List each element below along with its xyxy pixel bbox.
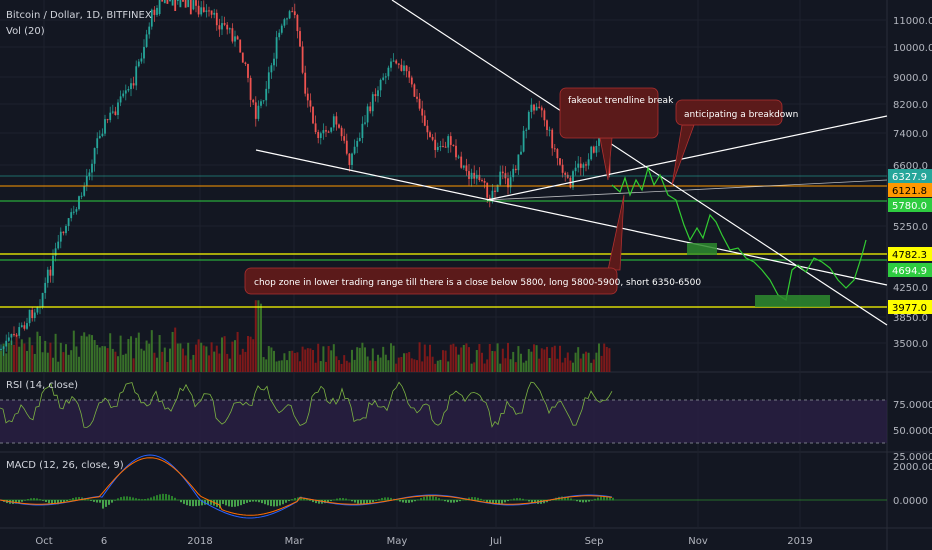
- annotation-chop-zone: chop zone in lower trading range till th…: [244, 194, 701, 295]
- rsi-label: RSI (14, close): [6, 380, 78, 391]
- price-label: 3977.0: [888, 300, 932, 314]
- lower-trendline: [255, 149, 888, 286]
- svg-text:6121.8: 6121.8: [892, 186, 927, 197]
- rsi-line: [0, 381, 613, 428]
- x-tick-label: Mar: [285, 536, 305, 547]
- y-axis: 11000.0 10000.0 9000.0 8200.0 7400.0 6600.0 52…: [893, 16, 932, 350]
- annotation-breakdown-text: anticipating a breakdown: [684, 110, 798, 120]
- x-tick-label: Oct: [35, 536, 52, 547]
- signal-line: [0, 457, 613, 516]
- x-tick-label: 2018: [187, 536, 212, 547]
- rsi-band: [0, 400, 887, 443]
- annotation-chop-zone-text: chop zone in lower trading range till th…: [254, 278, 701, 288]
- rsi-axis: 75.0000 50.0000 25.0000: [893, 400, 932, 463]
- flat-trendline: [486, 179, 888, 201]
- volume-bars: [0, 300, 611, 372]
- y-tick-label: 7400.0: [893, 129, 928, 140]
- price-labels: 6327.9 6121.8 5780.0 4782.3 4694.9 3977.0: [888, 169, 932, 314]
- svg-text:6327.9: 6327.9: [892, 172, 927, 183]
- ascending-trendline: [486, 115, 888, 201]
- target-zone-2: [755, 295, 830, 307]
- x-tick-label: Nov: [688, 536, 708, 547]
- x-axis: Oct 6 2018 Mar May Jul Sep Nov 2019: [35, 536, 812, 547]
- price-label: 5780.0: [888, 198, 932, 212]
- svg-text:4782.3: 4782.3: [892, 250, 927, 261]
- annotation-fakeout-text: fakeout trendline break: [568, 96, 674, 106]
- x-tick-label: May: [387, 536, 408, 547]
- price-label: 4694.9: [888, 263, 932, 277]
- price-label: 6327.9: [888, 169, 932, 183]
- macd-tick-label: 0.0000: [893, 496, 928, 507]
- y-tick-label: 6600.0: [893, 161, 928, 172]
- svg-text:5780.0: 5780.0: [892, 201, 927, 212]
- macd-tick-label: 2000.0000: [893, 462, 932, 473]
- rsi-tick-label: 25.0000: [893, 452, 932, 463]
- rsi-tick-label: 75.0000: [893, 400, 932, 411]
- macd-axis: 2000.0000 0.0000: [893, 462, 932, 507]
- price-label: 4782.3: [888, 247, 932, 261]
- price-label: 6121.8: [888, 183, 932, 197]
- y-tick-label: 11000.0: [893, 16, 932, 27]
- candlesticks: [0, 0, 611, 356]
- y-tick-label: 8200.0: [893, 100, 928, 111]
- x-tick-label: 2019: [787, 536, 812, 547]
- x-tick-label: Jul: [489, 536, 502, 547]
- annotation-breakdown: anticipating a breakdown: [671, 99, 798, 186]
- x-tick-label: Sep: [585, 536, 604, 547]
- y-tick-label: 3500.0: [893, 339, 928, 350]
- y-tick-label: 10000.0: [893, 43, 932, 54]
- target-zone-1: [687, 243, 717, 255]
- macd-histogram: [0, 493, 614, 509]
- y-tick-label: 9000.0: [893, 73, 928, 84]
- y-tick-label: 5250.0: [893, 222, 928, 233]
- rsi-tick-label: 50.0000: [893, 426, 932, 437]
- svg-text:4694.9: 4694.9: [892, 266, 927, 277]
- volume-label: Vol (20): [6, 26, 45, 37]
- macd-label: MACD (12, 26, close, 9): [6, 460, 124, 471]
- x-tick-label: 6: [101, 536, 107, 547]
- chart-title: Bitcoin / Dollar, 1D, BITFINEX: [6, 10, 152, 21]
- y-tick-label: 3850.0: [893, 313, 928, 324]
- projection-path: [611, 165, 867, 301]
- annotation-fakeout: fakeout trendline break: [559, 87, 674, 181]
- svg-text:3977.0: 3977.0: [892, 303, 927, 314]
- y-tick-label: 4250.0: [893, 283, 928, 294]
